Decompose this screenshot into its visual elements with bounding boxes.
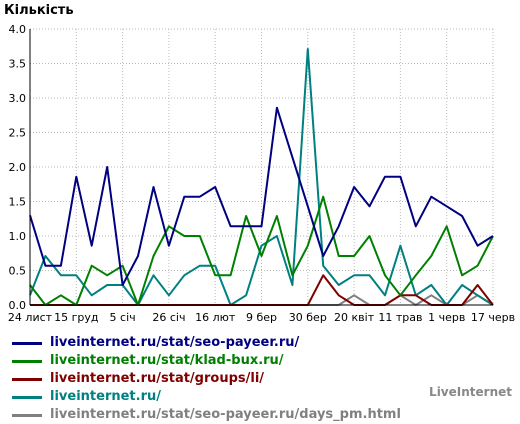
y-tick-label: 1.0	[9, 230, 27, 243]
x-tick-label: 5 січ	[110, 311, 136, 324]
y-tick-label: 0.5	[9, 265, 27, 278]
x-tick-label: 11 трав	[378, 311, 422, 324]
series-line	[29, 106, 494, 286]
x-tick-label: 17 черв	[471, 311, 515, 324]
legend-swatch	[12, 360, 42, 363]
legend-swatch	[12, 342, 42, 345]
line-chart: 0.0 0.5 1.0 1.5 2.0 2.5 3.0 3.5 4.0 24 лист 15 гру…	[8, 23, 515, 324]
legend-label: liveinternet.ru/stat/seo-payeer.ru/days_…	[50, 407, 401, 422]
y-tick-label: 4.0	[9, 23, 27, 36]
brand-label: LiveInternet	[429, 385, 512, 399]
y-axis-label: Кількість	[4, 3, 74, 18]
legend-label: liveinternet.ru/stat/groups/li/	[50, 371, 265, 386]
x-tick-label: 1 черв	[428, 311, 465, 324]
legend-label: liveinternet.ru/stat/seo-payeer.ru/	[50, 335, 300, 350]
y-tick-label: 1.5	[9, 196, 27, 209]
x-tick-label: 16 лют	[195, 311, 236, 324]
y-tick-label: 2.0	[9, 161, 27, 174]
legend-swatch	[12, 414, 42, 417]
legend-swatch	[12, 396, 42, 399]
legend-swatch	[12, 378, 42, 381]
y-tick-label: 3.0	[9, 92, 27, 105]
x-tick-label: 26 січ	[152, 311, 185, 324]
x-tick-label: 15 груд	[54, 311, 99, 324]
y-tick-label: 3.5	[9, 58, 27, 71]
y-tick-label: 2.5	[9, 127, 27, 140]
y-tick-label: 0.0	[9, 299, 27, 312]
series-line	[29, 195, 494, 306]
x-tick-label: 20 квіт	[334, 311, 375, 324]
x-tick-label: 9 бер	[246, 311, 277, 324]
legend-label: liveinternet.ru/	[50, 389, 161, 404]
x-tick-label: 24 лист	[8, 311, 53, 324]
legend-label: liveinternet.ru/stat/klad-bux.ru/	[50, 353, 284, 368]
x-tick-label: 30 бер	[289, 311, 327, 324]
